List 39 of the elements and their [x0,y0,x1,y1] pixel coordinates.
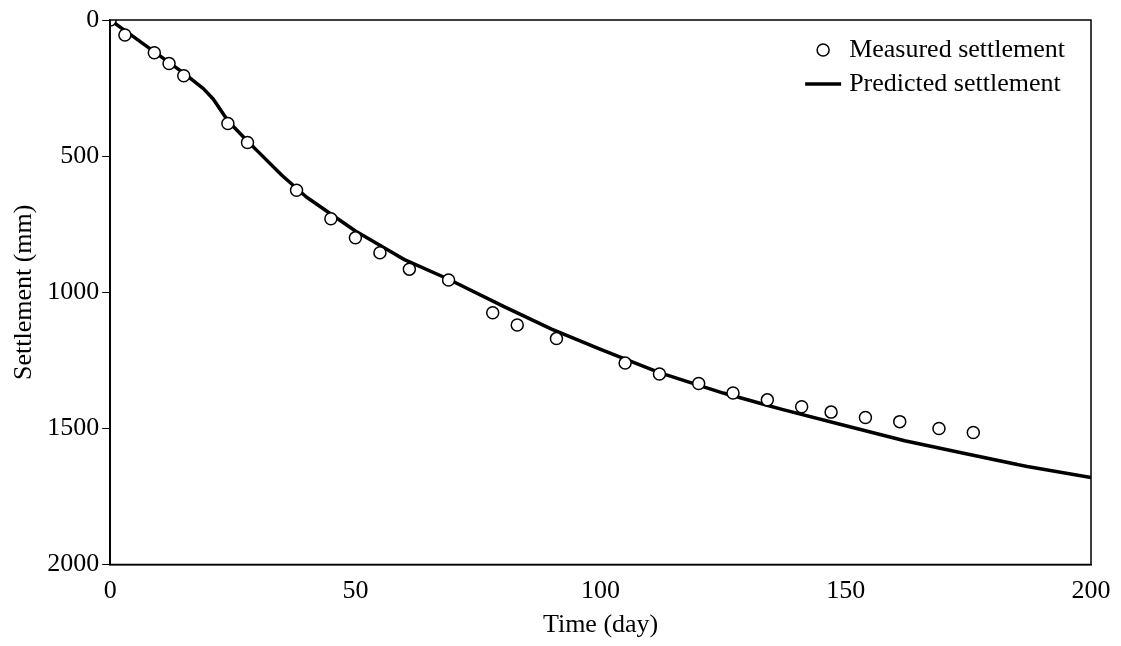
legend-label: Measured settlement [849,33,1066,63]
point [373,246,387,260]
point [892,414,907,429]
point [348,231,363,245]
y-tick-label: 500 [60,139,100,169]
point [932,421,946,436]
y-tick-label: 2000 [47,548,100,578]
legend-label: Predicted settlement [849,67,1062,97]
point [485,305,500,320]
point [618,356,632,370]
y-tick-label: 1000 [47,276,100,306]
y-tick-label: 1500 [47,412,100,442]
point [324,212,338,226]
point [652,367,667,381]
point [221,116,235,131]
point [966,425,981,440]
point [118,28,132,42]
x-tick-label: 100 [581,575,621,605]
y-tick-label: 0 [86,3,100,33]
y-axis-title: Settlement (mm) [8,204,38,381]
point [549,331,564,346]
point [177,69,191,83]
point [402,262,417,276]
point [726,386,740,400]
x-tick-label: 150 [826,575,866,605]
x-tick-label: 50 [342,575,369,605]
point [147,45,162,60]
point [858,410,873,425]
point [794,399,809,414]
x-axis-title: Time (day) [542,609,659,639]
point [240,135,255,150]
point [691,376,706,391]
point [289,183,304,197]
point [441,273,456,287]
point [824,405,838,419]
point [162,56,176,71]
point [760,393,775,407]
point [510,318,524,332]
x-tick-label: 200 [1071,575,1111,605]
